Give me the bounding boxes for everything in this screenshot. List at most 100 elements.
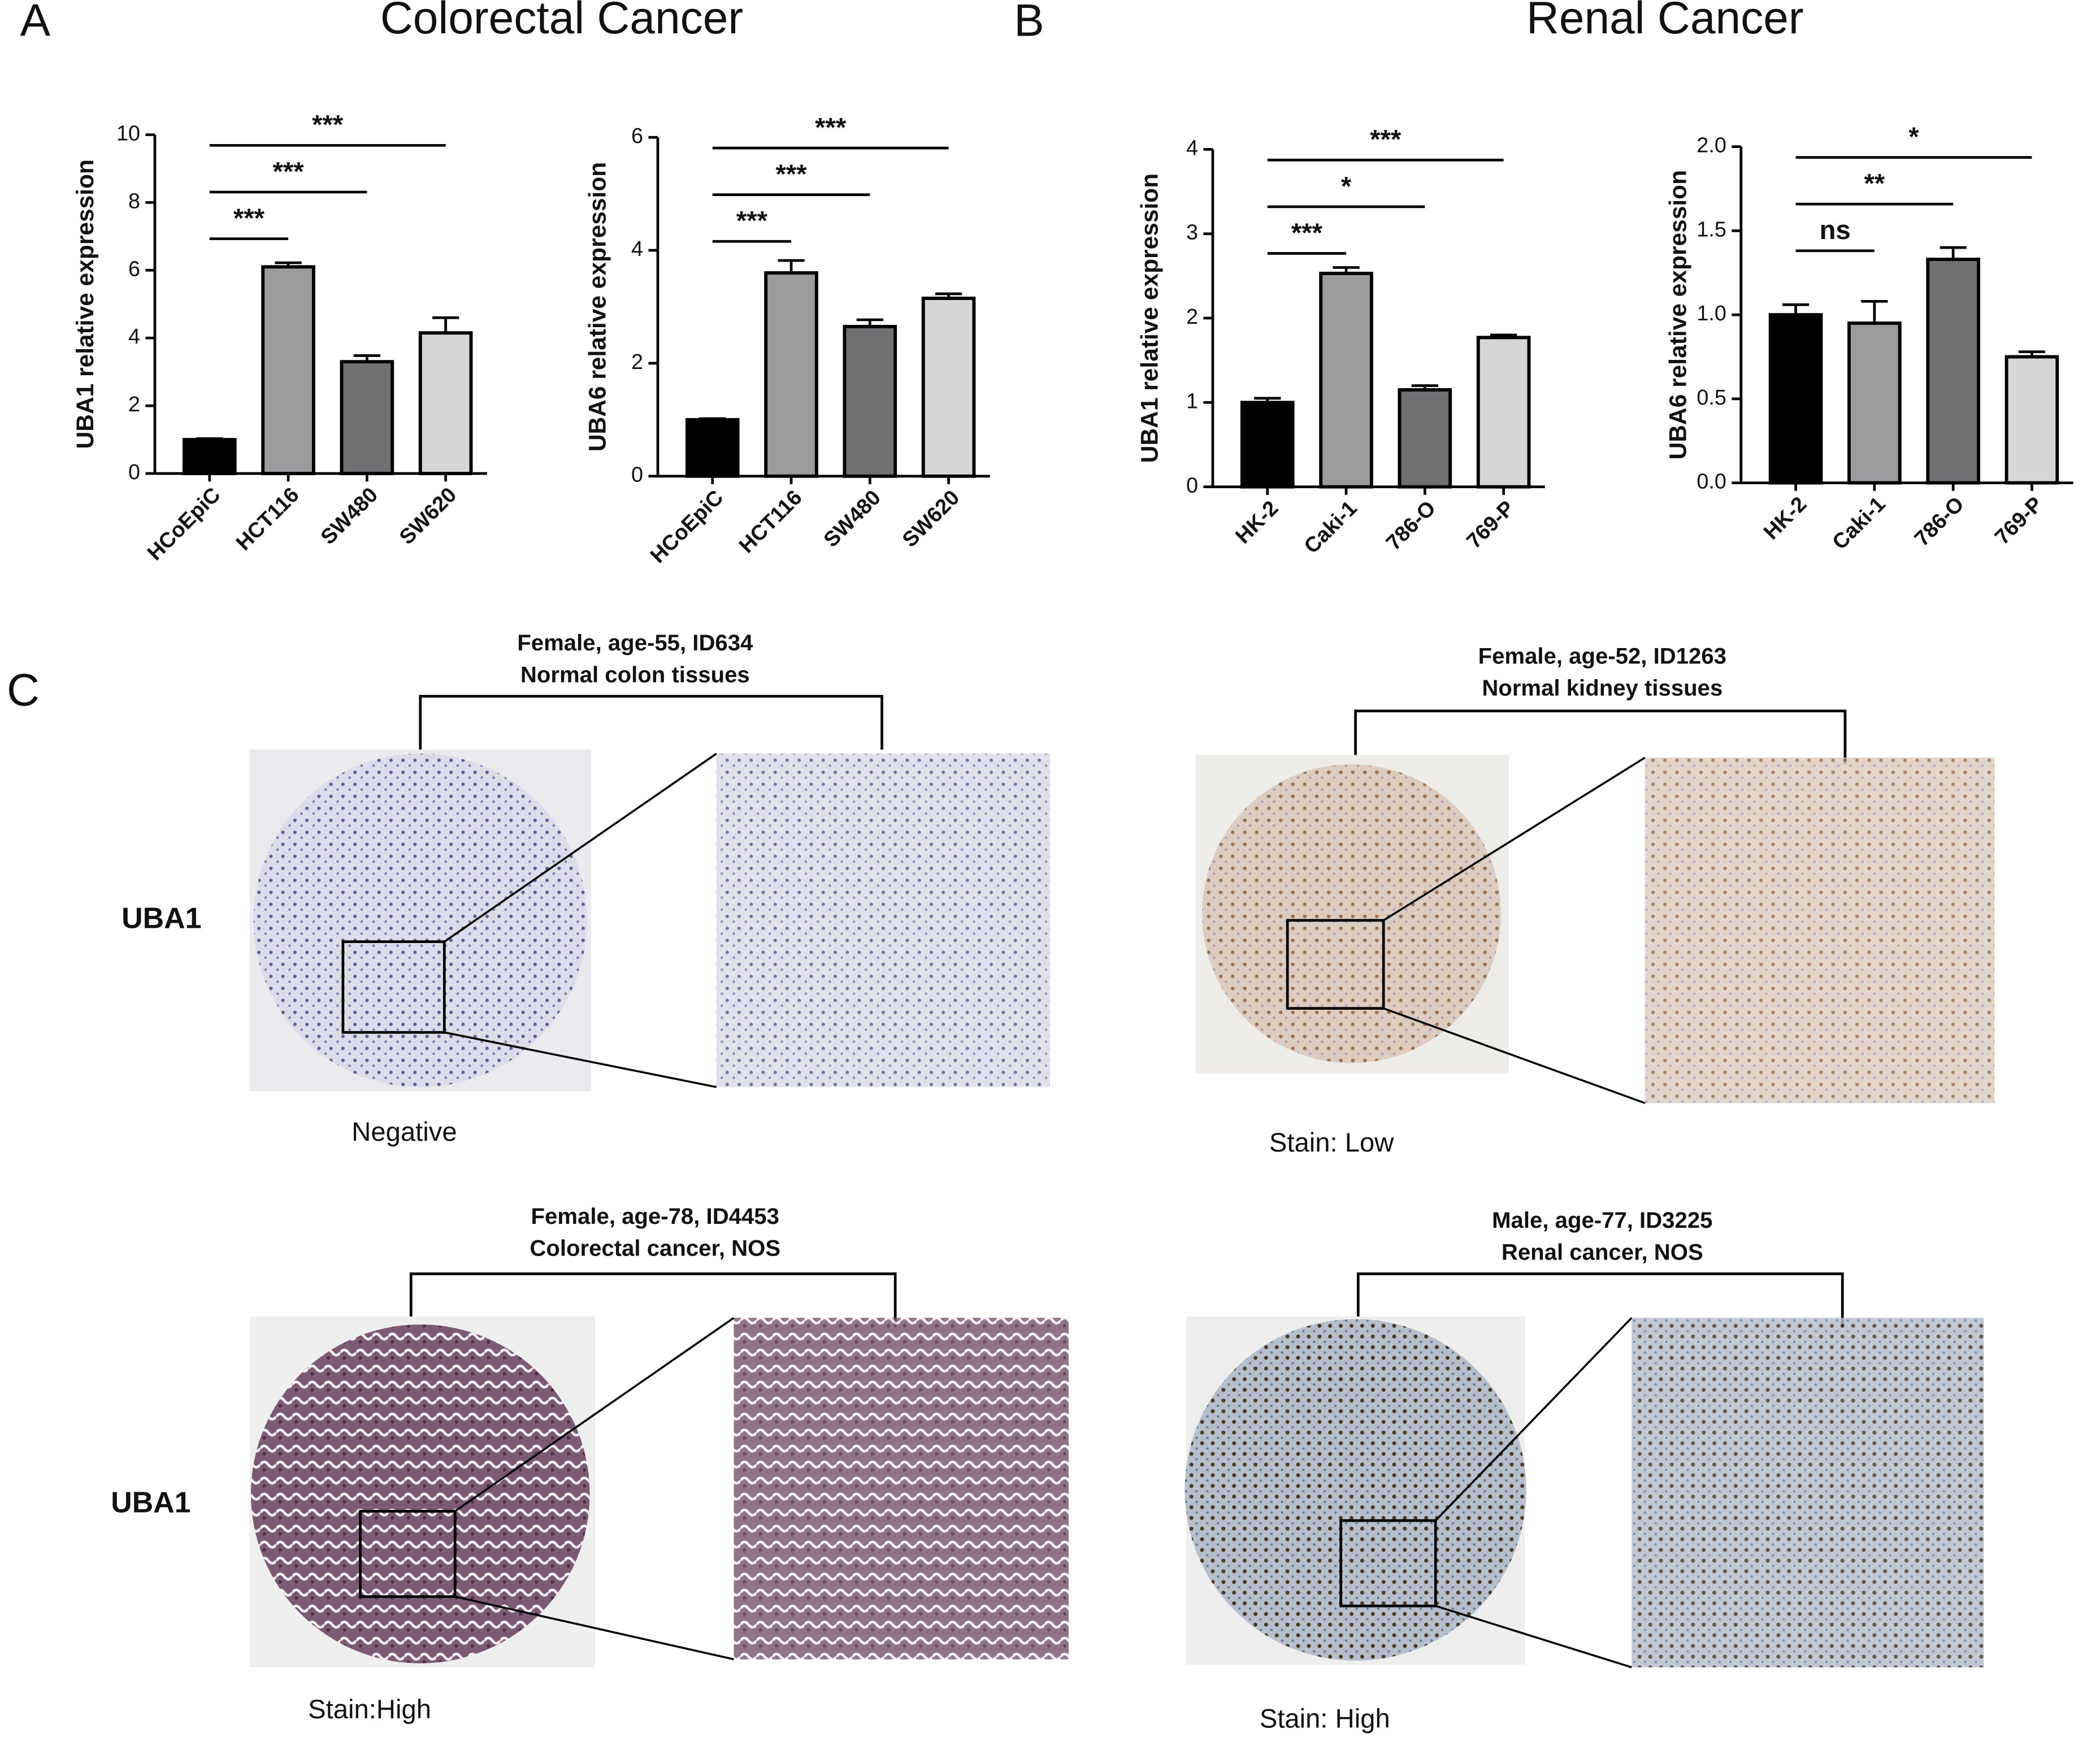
zoom-image <box>716 753 1050 1087</box>
row-label: UBA1 <box>111 1487 190 1519</box>
bar <box>1476 336 1531 489</box>
row-label: UBA1 <box>122 902 201 935</box>
significance-label: * <box>1341 171 1352 201</box>
y-tick-label: 0.0 <box>1697 470 1726 494</box>
zoom-image <box>1632 1318 1984 1667</box>
x-tick-label: 786-O <box>1910 492 1969 551</box>
panel-label: C <box>7 665 40 716</box>
significance-label: ns <box>1820 215 1851 245</box>
y-tick-label: 6 <box>631 124 643 148</box>
x-tick-label: SW620 <box>898 486 964 552</box>
y-tick-label: 0.5 <box>1697 386 1726 410</box>
panel-label: A <box>20 0 51 46</box>
zoom-connector <box>444 753 717 943</box>
x-tick-label: HCoEpiC <box>143 483 225 565</box>
x-tick-label: SW480 <box>316 483 383 549</box>
x-tick-label: SW620 <box>395 483 461 549</box>
zoom-connector <box>444 1031 717 1088</box>
y-tick-label: 2 <box>631 350 643 374</box>
sample-subtitle: Renal cancer, NOS <box>1502 1240 1703 1265</box>
significance-label: *** <box>1370 125 1402 155</box>
bar <box>921 297 976 478</box>
x-tick-label: HCT116 <box>735 486 807 558</box>
sample-subtitle: Normal colon tissues <box>520 662 750 687</box>
y-tick-label: 1 <box>1186 389 1198 413</box>
bar <box>418 331 473 475</box>
zoom-box <box>1339 1519 1437 1608</box>
zoom-box <box>359 1510 457 1598</box>
tissue-core <box>253 753 587 1087</box>
panel-title: Renal Cancer <box>1526 0 1804 44</box>
bar <box>1240 401 1295 489</box>
significance-label: *** <box>1291 218 1323 248</box>
bar <box>1847 322 1902 485</box>
significance-label: * <box>1908 122 1919 152</box>
bar <box>685 418 740 478</box>
zoom-image <box>734 1318 1069 1660</box>
sample-title: Female, age-78, ID4453 <box>531 1204 779 1229</box>
stain-label: Stain: High <box>1260 1704 1390 1734</box>
y-tick-label: 1.0 <box>1697 302 1726 325</box>
x-tick-label: 769-P <box>1462 496 1519 553</box>
significance-label: *** <box>815 112 847 142</box>
y-tick-label: 4 <box>631 237 643 261</box>
x-tick-label: HK-2 <box>1759 492 1811 544</box>
y-tick-label: 2.0 <box>1697 134 1726 158</box>
tissue-core <box>1202 764 1501 1063</box>
y-tick-label: 0 <box>128 461 140 484</box>
zoom-connector <box>1383 757 1646 922</box>
y-axis-label: UBA1 relative expression <box>1137 173 1164 463</box>
y-tick-label: 1.5 <box>1697 218 1726 241</box>
bar <box>182 438 237 475</box>
significance-label: *** <box>233 203 265 233</box>
x-tick-label: Caki-1 <box>1300 496 1362 558</box>
x-tick-label: HCoEpiC <box>646 486 728 568</box>
zoom-connector <box>1435 1605 1632 1669</box>
bar <box>340 360 394 475</box>
panel-label: B <box>1014 0 1044 46</box>
x-tick-label: 786-O <box>1382 496 1441 555</box>
sample-title: Male, age-77, ID3225 <box>1492 1207 1712 1233</box>
y-tick-label: 4 <box>1186 136 1198 160</box>
tissue-core <box>1184 1319 1526 1661</box>
tissue-core <box>250 1324 590 1663</box>
bar <box>261 265 315 475</box>
stain-label: Stain:High <box>308 1695 431 1724</box>
x-tick-label: SW480 <box>819 486 886 552</box>
zoom-connector <box>1383 1007 1646 1104</box>
bracket <box>419 694 883 750</box>
bracket <box>409 1272 897 1327</box>
bar <box>1319 271 1373 489</box>
y-axis-label: UBA6 relative expression <box>584 162 611 451</box>
y-tick-label: 6 <box>128 257 140 281</box>
y-tick-label: 3 <box>1186 221 1198 245</box>
y-tick-label: 10 <box>116 121 140 145</box>
bar <box>1926 258 1980 485</box>
stain-label: Stain: Low <box>1269 1128 1394 1158</box>
stain-label: Negative <box>352 1117 457 1147</box>
y-tick-label: 0 <box>631 463 643 487</box>
significance-label: ** <box>1864 169 1885 199</box>
zoom-connector <box>454 1595 734 1661</box>
bar <box>2004 355 2059 485</box>
zoom-box <box>1286 919 1385 1010</box>
significance-label: *** <box>273 157 305 186</box>
bar <box>843 324 897 478</box>
zoom-box <box>341 940 446 1034</box>
bar <box>1398 388 1452 489</box>
sample-title: Female, age-55, ID634 <box>517 630 753 655</box>
y-axis-label: UBA6 relative expression <box>1665 170 1691 459</box>
x-tick-label: HCT116 <box>232 483 304 555</box>
bracket <box>1354 709 1847 764</box>
significance-label: *** <box>775 159 807 189</box>
y-tick-label: 2 <box>1186 305 1198 329</box>
y-tick-label: 2 <box>128 393 140 416</box>
y-tick-label: 8 <box>128 189 140 213</box>
sample-subtitle: Colorectal cancer, NOS <box>530 1236 780 1261</box>
y-tick-label: 4 <box>128 325 140 349</box>
x-tick-label: HK-2 <box>1231 496 1283 548</box>
bar <box>1768 313 1823 485</box>
zoom-connector <box>1434 1317 1633 1522</box>
x-tick-label: Caki-1 <box>1828 492 1890 554</box>
